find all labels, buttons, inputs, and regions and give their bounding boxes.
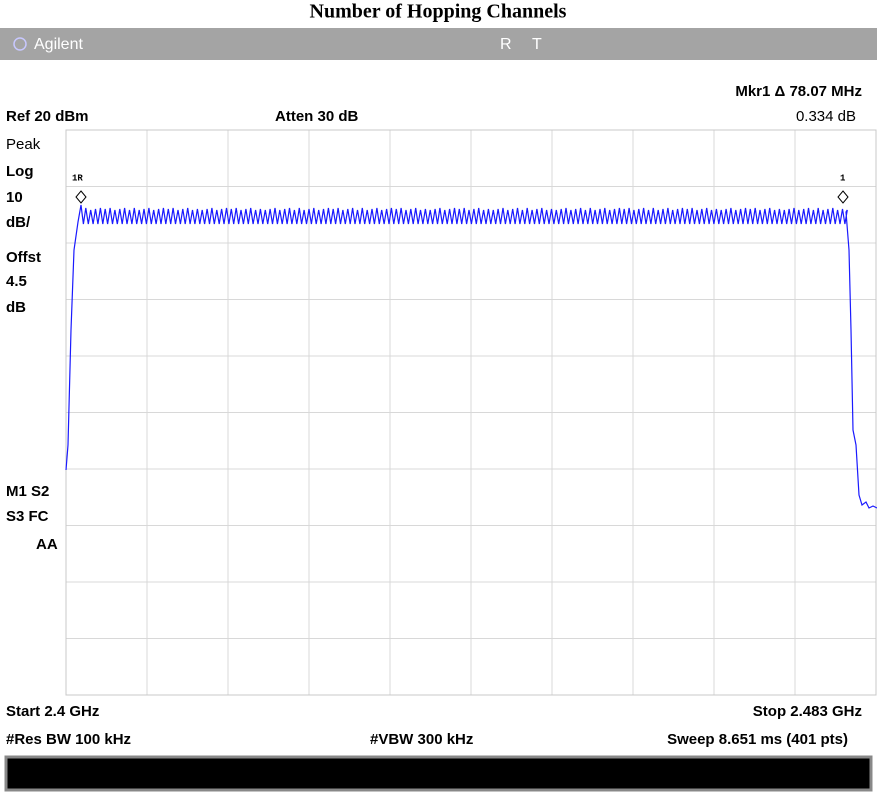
trace xyxy=(65,204,877,509)
marker-value: 0.334 dB xyxy=(796,108,856,125)
ref-level: Ref 20 dBm xyxy=(6,108,89,125)
side-label: Peak xyxy=(6,136,41,153)
header-bar xyxy=(0,28,877,60)
marker-diamond xyxy=(75,190,87,204)
side-label: Log xyxy=(6,163,34,180)
side-label: 4.5 xyxy=(6,273,27,290)
plot-frame xyxy=(65,129,877,696)
start-freq: Start 2.4 GHz xyxy=(6,703,99,720)
marker-readout: Mkr1 Δ 78.07 MHz xyxy=(735,83,862,100)
status: T xyxy=(532,36,542,53)
brand-icon xyxy=(13,37,27,51)
side-label: AA xyxy=(36,536,58,553)
vbw: #VBW 300 kHz xyxy=(370,731,473,748)
side-label: dB xyxy=(6,299,26,316)
marker-diamond xyxy=(837,190,849,204)
brand: Agilent xyxy=(34,36,83,53)
stop-freq: Stop 2.483 GHz xyxy=(753,703,862,720)
side-label: M1 S2 xyxy=(6,483,49,500)
marker-label: 1 xyxy=(840,173,846,183)
page-title: Number of Hopping Channels xyxy=(310,1,567,23)
side-label: Offst xyxy=(6,249,41,266)
rbw: #Res BW 100 kHz xyxy=(6,731,131,748)
status-bar xyxy=(4,755,873,792)
status: R xyxy=(500,36,512,53)
side-label: 10 xyxy=(6,189,23,206)
sweep: Sweep 8.651 ms (401 pts) xyxy=(667,731,848,748)
attenuation: Atten 30 dB xyxy=(275,108,359,125)
side-label: S3 FC xyxy=(6,508,49,525)
marker-label: 1R xyxy=(72,173,83,183)
side-label: dB/ xyxy=(6,214,31,231)
